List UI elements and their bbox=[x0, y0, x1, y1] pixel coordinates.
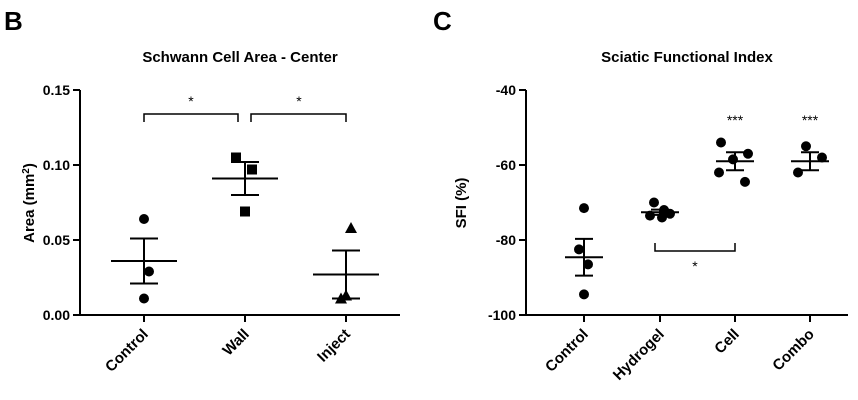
panel-b-bracket-wall-inject-label: * bbox=[296, 93, 302, 109]
series-combo bbox=[791, 141, 829, 178]
panel-c-significance: * *** *** bbox=[654, 112, 819, 274]
x-tick-label: Wall bbox=[219, 326, 252, 359]
y-tick-label: -40 bbox=[496, 82, 516, 98]
y-tick-label: -80 bbox=[496, 232, 516, 248]
panel-c-letter: C bbox=[433, 6, 452, 36]
x-tick-label: Inject bbox=[314, 326, 354, 366]
panel-c-stars-cell: *** bbox=[727, 112, 744, 128]
data-point bbox=[743, 148, 753, 159]
series-inject bbox=[313, 222, 379, 304]
data-point bbox=[801, 141, 811, 152]
series-control bbox=[565, 203, 603, 300]
data-point bbox=[579, 289, 589, 300]
panel-c-bracket-hydrogel-cell bbox=[654, 243, 736, 252]
panel-b-ylabel: Area (mm2) bbox=[21, 163, 38, 243]
panel-b-ylabel-sup: 2 bbox=[21, 168, 32, 174]
panel-c-ylabel: SFI (%) bbox=[453, 178, 470, 229]
x-tick-label: Hydrogel bbox=[610, 326, 668, 384]
panel-b-ylabel-main: Area (mm bbox=[21, 174, 38, 243]
data-point bbox=[583, 259, 593, 270]
data-point bbox=[139, 214, 149, 224]
data-point bbox=[144, 266, 154, 277]
panel-c-bracket-hydrogel-cell-label: * bbox=[692, 258, 698, 274]
x-tick-label: Cell bbox=[711, 326, 742, 357]
series-control bbox=[111, 214, 177, 304]
x-tick-label: Control bbox=[102, 326, 152, 376]
data-point bbox=[817, 152, 827, 163]
panel-b-title: Schwann Cell Area - Center bbox=[142, 49, 337, 66]
panel-b-ylabel-close: ) bbox=[21, 163, 38, 168]
panel-b-x-axis-ticks: Control Wall Inject bbox=[102, 315, 354, 376]
series-wall bbox=[212, 152, 278, 217]
panel-b-bracket-control-wall-label: * bbox=[188, 93, 194, 109]
data-point bbox=[728, 154, 738, 165]
data-point bbox=[247, 164, 257, 175]
data-point bbox=[714, 167, 724, 178]
panel-b-bracket-wall-inject bbox=[250, 113, 347, 122]
y-tick-label: -60 bbox=[496, 157, 516, 173]
panel-b-y-axis-ticks: 0.00 0.05 0.10 0.15 bbox=[43, 82, 80, 323]
y-tick-label: 0.00 bbox=[43, 307, 70, 323]
panel-c-data-marks bbox=[565, 137, 829, 300]
panel-c-x-axis-ticks: Control Hydrogel Cell Combo bbox=[542, 315, 818, 384]
y-tick-label: 0.05 bbox=[43, 232, 70, 248]
data-point bbox=[793, 167, 803, 178]
data-point bbox=[740, 176, 750, 187]
data-point bbox=[139, 293, 149, 304]
x-tick-label: Control bbox=[542, 326, 592, 376]
panel-b-significance: * * bbox=[143, 93, 347, 122]
panel-c-title: Sciatic Functional Index bbox=[601, 49, 773, 66]
panel-b: B Schwann Cell Area - Center Area (mm2) … bbox=[4, 6, 400, 376]
data-point bbox=[231, 152, 241, 163]
x-tick-label: Combo bbox=[769, 326, 818, 375]
data-point bbox=[574, 244, 584, 255]
data-point bbox=[240, 206, 250, 217]
y-tick-label: 0.10 bbox=[43, 157, 70, 173]
panel-b-data-marks bbox=[111, 152, 379, 304]
y-tick-label: 0.15 bbox=[43, 82, 70, 98]
panel-b-letter: B bbox=[4, 6, 23, 36]
data-point bbox=[716, 137, 726, 148]
panel-c-y-axis-ticks: -100 -80 -60 -40 bbox=[488, 82, 526, 323]
panel-c: C Sciatic Functional Index SFI (%) -100-… bbox=[433, 6, 848, 384]
panel-b-bracket-control-wall bbox=[143, 113, 239, 122]
y-tick-label: -100 bbox=[488, 307, 516, 323]
panel-c-stars-combo: *** bbox=[802, 112, 819, 128]
data-point bbox=[345, 222, 357, 233]
series-hydrogel bbox=[641, 197, 679, 223]
data-point bbox=[579, 203, 589, 214]
series-cell bbox=[714, 137, 754, 187]
data-point bbox=[649, 197, 659, 208]
